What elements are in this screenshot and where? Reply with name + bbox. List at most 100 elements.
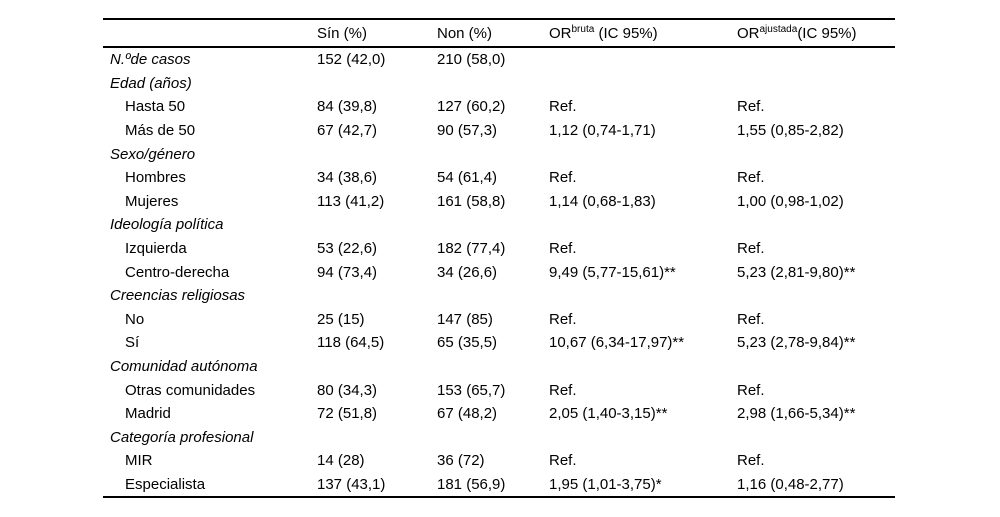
- sin-value-cell: 80 (34,3): [317, 381, 378, 399]
- sin-value-cell: 137 (43,1): [317, 475, 386, 493]
- or-bruta-value-cell: 1,14 (0,68-1,83): [549, 192, 656, 210]
- or-bruta-value-cell: Ref.: [549, 98, 577, 116]
- row-label-cell: Hombres: [125, 169, 186, 187]
- or-ajustada-value-cell: 5,23 (2,78-9,84)**: [737, 334, 856, 352]
- row-label-cell: Categoría profesional: [110, 428, 254, 446]
- sin-value-cell: 152 (42,0): [317, 51, 386, 69]
- or-bruta-value-cell: 2,05 (1,40-3,15)**: [549, 405, 668, 423]
- row-label-cell: Ideología política: [110, 216, 224, 234]
- row-label-cell: Otras comunidades: [125, 381, 256, 399]
- sin-value-cell: 14 (28): [317, 452, 365, 470]
- row-label-cell: Hasta 50: [125, 98, 186, 116]
- header-or-bruta: ORbruta (IC 95%): [545, 23, 735, 42]
- non-value-cell: 210 (58,0): [437, 51, 506, 69]
- non-value-cell: 153 (65,7): [437, 381, 506, 399]
- sin-value-cell: 113 (41,2): [317, 192, 385, 210]
- table-row: Izquierda 53 (22,6) 182 (77,4) Ref. Ref.: [103, 237, 895, 261]
- row-label-cell: No: [125, 310, 145, 328]
- non-value-cell: 54 (61,4): [437, 169, 498, 187]
- or-bruta-value-cell: 9,49 (5,77-15,61)**: [549, 263, 676, 281]
- table-row: Sí 118 (64,5) 65 (35,5) 10,67 (6,34-17,9…: [103, 331, 895, 355]
- row-label-cell: Mujeres: [125, 192, 179, 210]
- non-value-cell: 67 (48,2): [437, 405, 498, 423]
- or-bruta-superscript: bruta: [571, 23, 595, 35]
- row-label-cell: Comunidad autónoma: [110, 358, 258, 376]
- sin-value-cell: 94 (73,4): [317, 263, 378, 281]
- header-non-percent: Non (%): [437, 24, 493, 42]
- table-row: Madrid 72 (51,8) 67 (48,2) 2,05 (1,40-3,…: [103, 402, 895, 426]
- table-row: Mujeres 113 (41,2) 161 (58,8) 1,14 (0,68…: [103, 190, 895, 214]
- or-ajustada-value-cell: 5,23 (2,81-9,80)**: [737, 263, 856, 281]
- non-value-cell: 90 (57,3): [437, 122, 498, 140]
- row-label-cell: Especialista: [125, 475, 206, 493]
- row-label-cell: Más de 50: [125, 122, 196, 140]
- or-ajustada-value-cell: Ref.: [737, 240, 765, 258]
- or-ajustada-value-cell: 1,55 (0,85-2,82): [737, 122, 844, 140]
- or-bruta-value-cell: 1,12 (0,74-1,71): [549, 122, 656, 140]
- table-row: Centro-derecha 94 (73,4) 34 (26,6) 9,49 …: [103, 260, 895, 284]
- non-value-cell: 65 (35,5): [437, 334, 498, 352]
- table-row: Más de 50 67 (42,7) 90 (57,3) 1,12 (0,74…: [103, 119, 895, 143]
- or-ajustada-value-cell: 1,16 (0,48-2,77): [737, 475, 844, 493]
- or-ajustada-base: OR: [737, 24, 760, 42]
- or-ajustada-value-cell: Ref.: [737, 452, 765, 470]
- or-bruta-ci: (IC 95%): [594, 24, 658, 42]
- sin-value-cell: 118 (64,5): [317, 334, 385, 352]
- row-label-cell: Sexo/género: [110, 145, 196, 163]
- row-label-cell: Sí: [125, 334, 140, 352]
- sin-value-cell: 67 (42,7): [317, 122, 378, 140]
- or-bruta-value-cell: Ref.: [549, 310, 577, 328]
- non-value-cell: 182 (77,4): [437, 240, 506, 258]
- row-label-cell: Centro-derecha: [125, 263, 230, 281]
- row-label-cell: Madrid: [125, 405, 171, 423]
- or-bruta-value-cell: Ref.: [549, 240, 577, 258]
- or-ajustada-value-cell: Ref.: [737, 169, 765, 187]
- or-ajustada-value-cell: 2,98 (1,66-5,34)**: [737, 405, 856, 423]
- sin-value-cell: 25 (15): [317, 310, 365, 328]
- or-bruta-value-cell: Ref.: [549, 169, 577, 187]
- row-label-cell: Creencias religiosas: [110, 287, 246, 305]
- non-value-cell: 147 (85): [437, 310, 493, 328]
- table-row: Otras comunidades 80 (34,3) 153 (65,7) R…: [103, 378, 895, 402]
- or-bruta-base: OR: [549, 24, 572, 42]
- row-label-cell: Edad (años): [110, 74, 192, 92]
- table-row: Sexo/género: [103, 142, 895, 166]
- non-value-cell: 36 (72): [437, 452, 485, 470]
- table-header-row: Sín (%) Non (%) ORbruta (IC 95%) ORajust…: [103, 18, 895, 48]
- table-body: N.ºde casos 152 (42,0) 210 (58,0) Edad (…: [103, 48, 895, 499]
- table-row: Hasta 50 84 (39,8) 127 (60,2) Ref. Ref.: [103, 95, 895, 119]
- sin-value-cell: 53 (22,6): [317, 240, 378, 258]
- or-ajustada-superscript: ajustada: [759, 23, 798, 35]
- or-ajustada-value-cell: 1,00 (0,98-1,02): [737, 192, 844, 210]
- table-row: N.ºde casos 152 (42,0) 210 (58,0): [103, 48, 895, 72]
- or-ajustada-ci: (IC 95%): [797, 24, 857, 42]
- table-row: Creencias religiosas: [103, 284, 895, 308]
- non-value-cell: 181 (56,9): [437, 475, 506, 493]
- or-ajustada-value-cell: Ref.: [737, 381, 765, 399]
- header-or-ajustada: ORajustada(IC 95%): [735, 23, 895, 42]
- table-row: Comunidad autónoma: [103, 355, 895, 379]
- table-row: Especialista 137 (43,1) 181 (56,9) 1,95 …: [103, 473, 895, 497]
- or-ajustada-value-cell: Ref.: [737, 98, 765, 116]
- header-sin-percent: Sín (%): [317, 24, 368, 42]
- or-bruta-value-cell: Ref.: [549, 452, 577, 470]
- table-row: Edad (años): [103, 72, 895, 96]
- row-label-cell: Izquierda: [125, 240, 187, 258]
- or-bruta-value-cell: 10,67 (6,34-17,97)**: [549, 334, 685, 352]
- non-value-cell: 34 (26,6): [437, 263, 498, 281]
- table-row: MIR 14 (28) 36 (72) Ref. Ref.: [103, 449, 895, 473]
- row-label-cell: MIR: [125, 452, 153, 470]
- table-row: Categoría profesional: [103, 426, 895, 450]
- or-bruta-value-cell: 1,95 (1,01-3,75)*: [549, 475, 662, 493]
- sin-value-cell: 72 (51,8): [317, 405, 378, 423]
- sin-value-cell: 34 (38,6): [317, 169, 378, 187]
- row-label-cell: N.ºde casos: [110, 51, 191, 69]
- table-row: No 25 (15) 147 (85) Ref. Ref.: [103, 308, 895, 332]
- sin-value-cell: 84 (39,8): [317, 98, 378, 116]
- table-row: Hombres 34 (38,6) 54 (61,4) Ref. Ref.: [103, 166, 895, 190]
- non-value-cell: 127 (60,2): [437, 98, 506, 116]
- or-bruta-value-cell: Ref.: [549, 381, 577, 399]
- non-value-cell: 161 (58,8): [437, 192, 506, 210]
- or-ajustada-value-cell: Ref.: [737, 310, 765, 328]
- table-row: Ideología política: [103, 213, 895, 237]
